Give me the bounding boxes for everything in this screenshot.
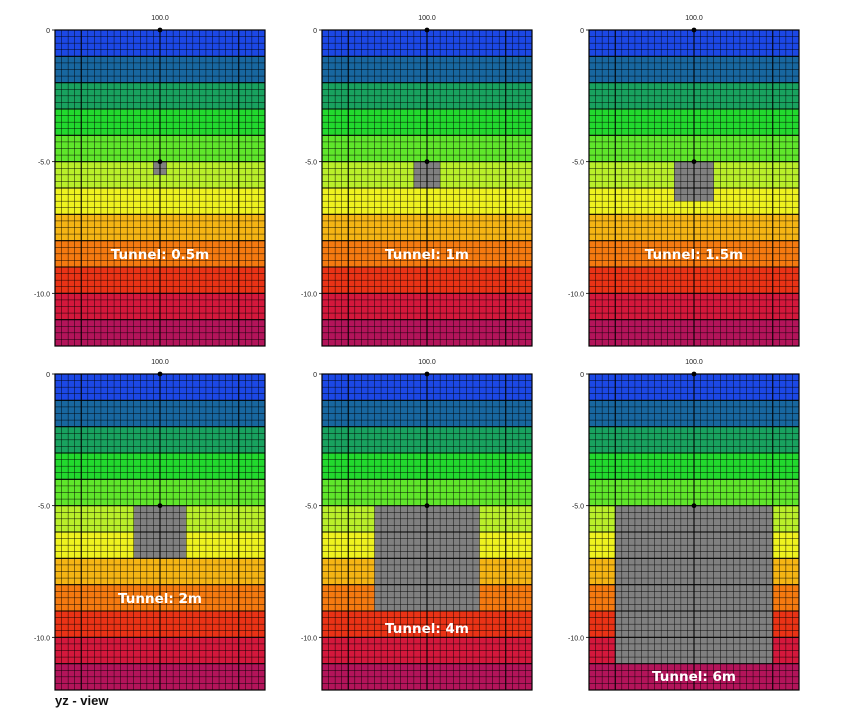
top-tick-label: 100.0 — [685, 15, 703, 22]
surface-marker — [157, 371, 163, 377]
tunnel-size-label: Tunnel: 2m — [118, 591, 202, 607]
tunnel-crown-marker — [157, 159, 163, 165]
y-tick-label: 0 — [580, 28, 584, 35]
y-tick-label: -5.0 — [572, 160, 584, 167]
panel-3: 100.0 0 -5.0 -10.0 Tunnel: 1.5m — [568, 15, 800, 347]
y-tick-label: -5.0 — [305, 504, 317, 511]
surface-marker — [691, 27, 697, 33]
tunnel-size-label: Tunnel: 1m — [385, 247, 469, 263]
top-tick-label: 100.0 — [418, 359, 436, 366]
y-tick-label: -5.0 — [305, 160, 317, 167]
mesh-grid — [321, 29, 533, 347]
surface-marker — [424, 371, 430, 377]
y-tick-label: -10.0 — [568, 635, 584, 642]
y-tick-label: -5.0 — [38, 504, 50, 511]
tunnel-crown-marker — [691, 503, 697, 509]
mesh-grid — [588, 373, 800, 691]
y-tick-label: -10.0 — [301, 291, 317, 298]
surface-marker — [157, 27, 163, 33]
y-tick-label: 0 — [580, 372, 584, 379]
y-tick-label: 0 — [46, 372, 50, 379]
surface-marker — [691, 371, 697, 377]
tunnel-crown-marker — [424, 159, 430, 165]
y-tick-label: -10.0 — [568, 291, 584, 298]
panel-6: 100.0 0 -5.0 -10.0 Tunnel: 6m — [568, 359, 800, 691]
tunnel-crown-marker — [691, 159, 697, 165]
y-tick-label: -10.0 — [301, 635, 317, 642]
panel-2: 100.0 0 -5.0 -10.0 Tunnel: 1m — [301, 15, 533, 347]
y-tick-label: 0 — [313, 28, 317, 35]
y-tick-label: -10.0 — [34, 291, 50, 298]
surface-marker — [424, 27, 430, 33]
top-tick-label: 100.0 — [151, 359, 169, 366]
tunnel-size-label: Tunnel: 0.5m — [111, 247, 209, 263]
y-tick-label: 0 — [313, 372, 317, 379]
top-tick-label: 100.0 — [151, 15, 169, 22]
top-tick-label: 100.0 — [418, 15, 436, 22]
tunnel-size-label: Tunnel: 1.5m — [645, 247, 743, 263]
y-tick-label: -10.0 — [34, 635, 50, 642]
tunnel-crown-marker — [157, 503, 163, 509]
view-label: yz - view — [55, 693, 109, 708]
tunnel-crown-marker — [424, 503, 430, 509]
tunnel-size-label: Tunnel: 4m — [385, 621, 469, 637]
panel-4: 100.0 0 -5.0 -10.0 Tunnel: 2m — [34, 359, 266, 691]
y-tick-label: -5.0 — [38, 160, 50, 167]
panel-1: 100.0 0 -5.0 -10.0 Tunnel: 0.5m — [34, 15, 266, 347]
tunnel-size-label: Tunnel: 6m — [652, 669, 736, 685]
panel-5: 100.0 0 -5.0 -10.0 Tunnel: 4m — [301, 359, 533, 691]
top-tick-label: 100.0 — [685, 359, 703, 366]
y-tick-label: -5.0 — [572, 504, 584, 511]
y-tick-label: 0 — [46, 28, 50, 35]
